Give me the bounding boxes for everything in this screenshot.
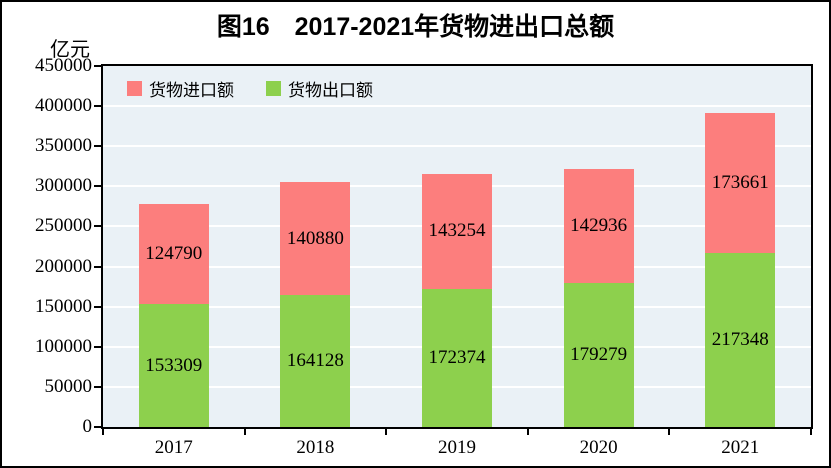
exports-swatch-icon xyxy=(266,81,281,96)
y-tick-mark xyxy=(94,265,101,268)
bar-segment-export: 153309 xyxy=(138,304,209,427)
y-tick-label: 350000 xyxy=(35,135,92,157)
y-tick-mark xyxy=(94,145,101,148)
x-category-label: 2018 xyxy=(296,437,335,458)
bar-value-label: 153309 xyxy=(145,354,203,376)
y-tick-mark xyxy=(94,225,101,228)
bar-segment-import: 143254 xyxy=(422,173,492,289)
bar-segment-import: 124790 xyxy=(138,203,209,305)
bar-value-label: 173661 xyxy=(711,171,769,193)
y-tick-label: 150000 xyxy=(35,295,92,317)
x-category-label: 2021 xyxy=(721,437,760,458)
x-category-label: 2019 xyxy=(438,437,476,458)
legend-label-exports: 货物出口额 xyxy=(288,81,373,100)
chart-title: 图16 2017-2021年货物进出口总额 xyxy=(216,13,615,41)
bar-value-label: 143254 xyxy=(428,220,486,242)
x-category-label: 2020 xyxy=(579,437,618,458)
bar-segment-export: 217348 xyxy=(705,252,776,427)
bar-segment-export: 172374 xyxy=(422,288,492,427)
x-tick-mark xyxy=(385,429,388,435)
y-tick-mark xyxy=(94,345,101,348)
legend-item-imports: 货物进口额 xyxy=(127,76,234,101)
bar-value-label: 217348 xyxy=(711,328,769,350)
y-tick-mark xyxy=(94,65,101,67)
chart-legend: 货物进口额 货物出口额 xyxy=(127,76,373,101)
bar-value-label: 179279 xyxy=(570,344,628,366)
bar-value-label: 140880 xyxy=(286,227,344,249)
y-tick-mark xyxy=(94,105,101,108)
plot-area: 153309 124790 164128 140880 172374 143254 1792… xyxy=(101,64,813,429)
x-tick-mark xyxy=(810,429,812,435)
bar-segment-import: 173661 xyxy=(705,113,776,253)
y-tick-label: 450000 xyxy=(35,55,92,76)
y-tick-label: 0 xyxy=(82,416,93,437)
x-tick-mark xyxy=(526,429,529,435)
y-axis-unit-label: 亿元 xyxy=(50,39,90,61)
y-tick-label: 300000 xyxy=(35,175,92,197)
y-tick-label: 50000 xyxy=(44,375,93,397)
y-tick-mark xyxy=(94,426,101,428)
y-tick-label: 250000 xyxy=(35,215,92,237)
gridline xyxy=(103,105,811,108)
bar-value-label: 142936 xyxy=(570,214,628,236)
legend-item-exports: 货物出口额 xyxy=(266,76,373,101)
x-category-label: 2017 xyxy=(154,437,193,458)
bar-value-label: 124790 xyxy=(145,242,203,264)
y-tick-label: 400000 xyxy=(35,95,92,117)
y-tick-label: 100000 xyxy=(35,335,92,357)
bar-segment-export: 179279 xyxy=(563,283,634,427)
x-tick-mark xyxy=(102,429,104,435)
bar-value-label: 172374 xyxy=(428,346,486,368)
y-tick-label: 200000 xyxy=(35,255,92,277)
bar-segment-import: 140880 xyxy=(280,182,351,296)
bar-segment-export: 164128 xyxy=(280,295,351,427)
bar-segment-import: 142936 xyxy=(563,168,634,284)
y-tick-mark xyxy=(94,305,101,308)
imports-swatch-icon xyxy=(127,81,142,96)
bar-value-label: 164128 xyxy=(286,350,344,372)
y-tick-mark xyxy=(94,185,101,188)
y-tick-mark xyxy=(94,385,101,388)
legend-label-imports: 货物进口额 xyxy=(149,81,234,100)
x-tick-mark xyxy=(243,429,246,435)
gridline xyxy=(103,145,811,148)
x-tick-mark xyxy=(668,429,671,435)
